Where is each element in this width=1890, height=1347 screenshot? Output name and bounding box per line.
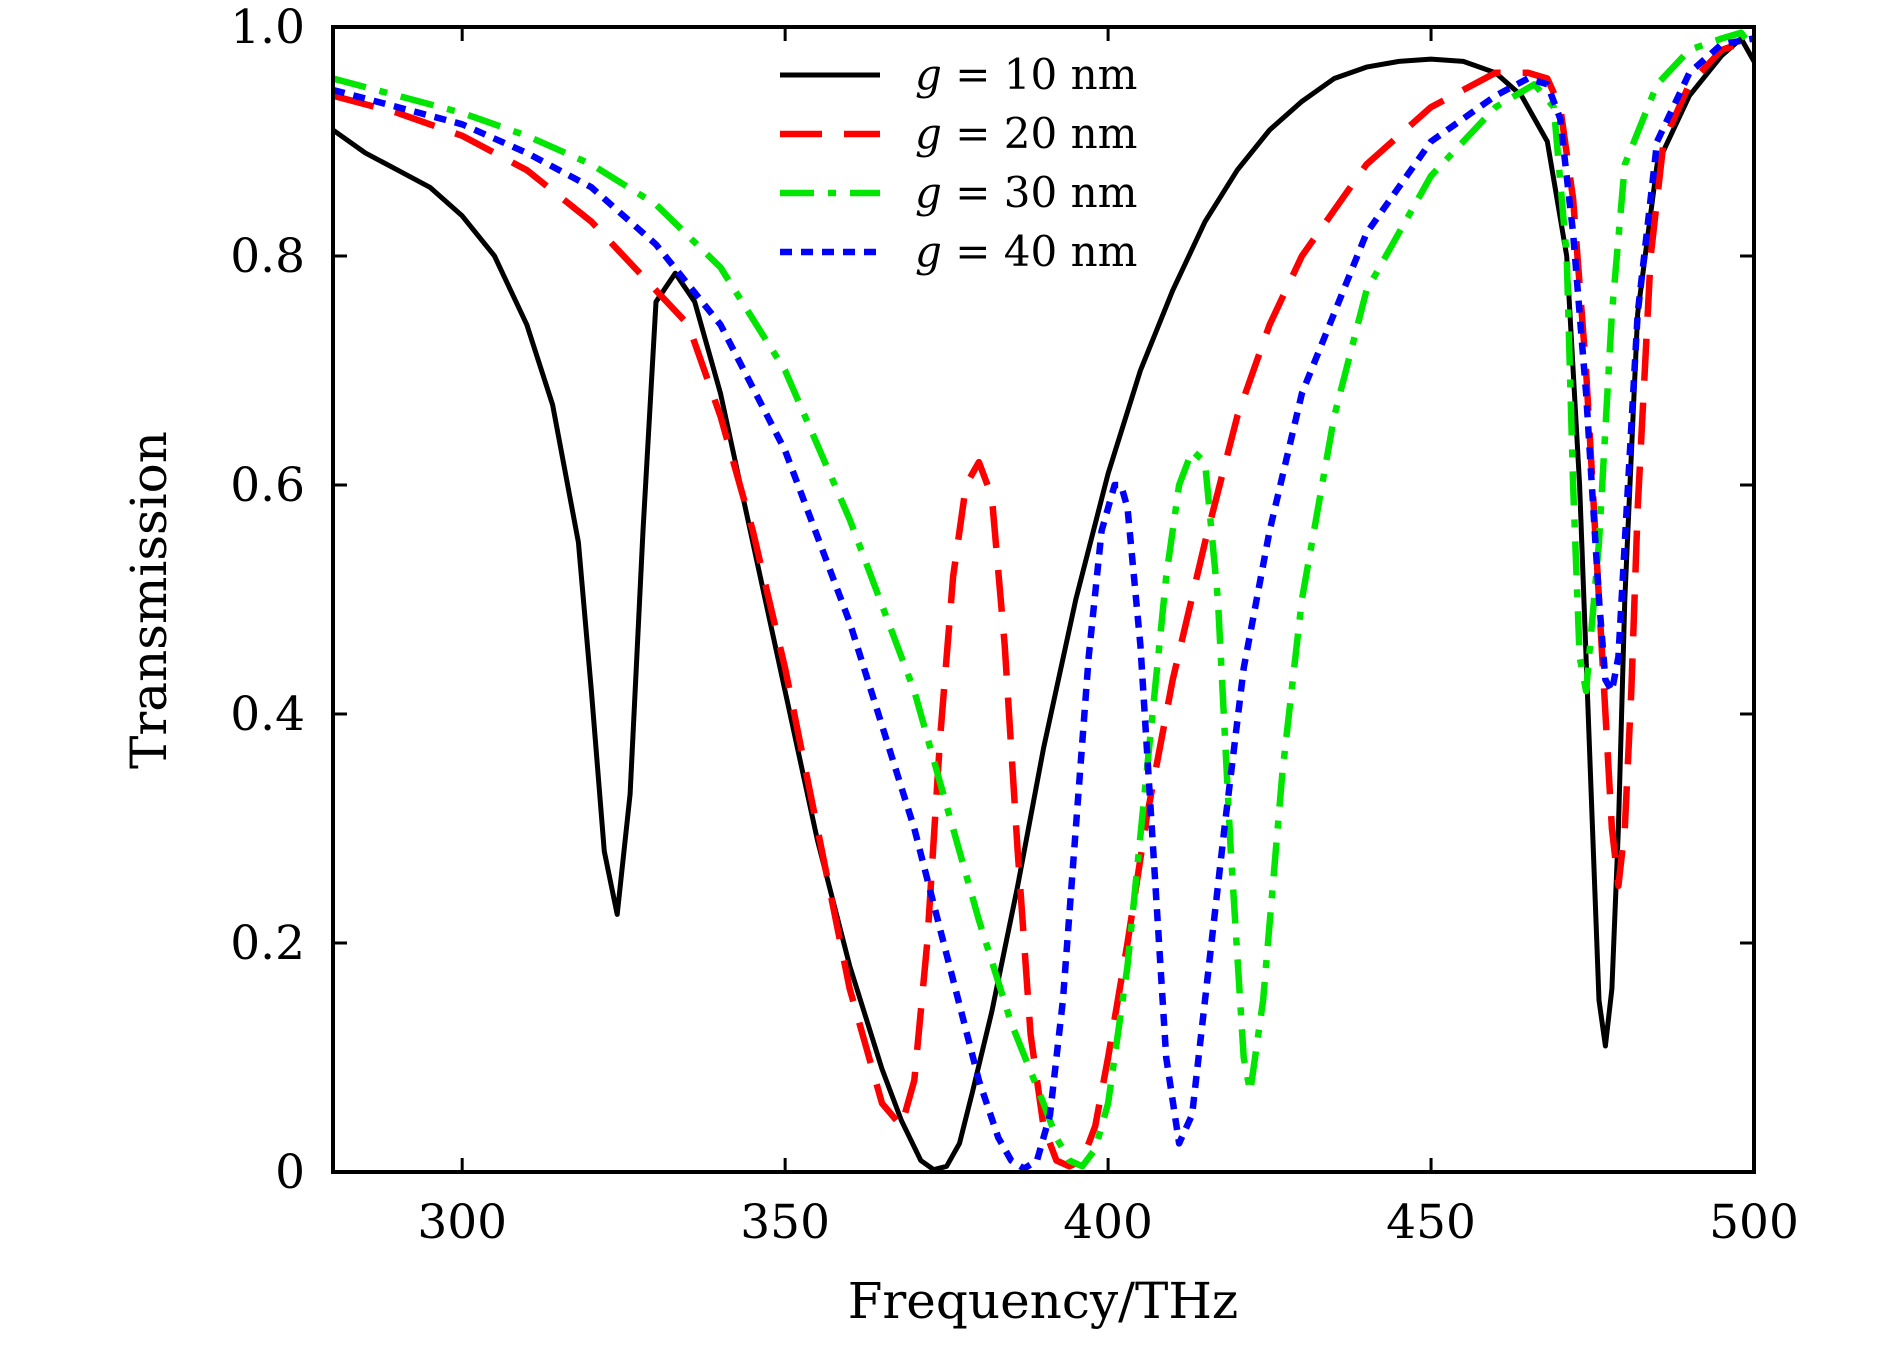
series-line-3	[332, 29, 1757, 1170]
series-line-2	[332, 35, 1756, 1170]
plot-lines	[331, 29, 1757, 1173]
x-tick-label: 500	[1709, 1195, 1799, 1250]
y-tick-label: 0.2	[230, 916, 305, 971]
legend: g = 10 nm g = 20 nm g = 30 nm g = 40 nm	[780, 50, 1137, 276]
x-tick-label: 400	[1063, 1195, 1153, 1250]
plot-frame	[331, 25, 1756, 1174]
y-tick-label: 0	[275, 1145, 305, 1200]
y-tick-label: 0.6	[230, 458, 305, 513]
x-tick-label: 300	[417, 1195, 507, 1250]
y-tick-label: 1.0	[230, 0, 305, 55]
legend-label-1: g = 10 nm	[915, 50, 1137, 99]
y-axis-label: Transmission	[120, 431, 178, 769]
x-tick-label: 450	[1386, 1195, 1476, 1250]
legend-label-2: g = 20 nm	[915, 109, 1137, 158]
y-tick-label: 0.4	[230, 687, 305, 742]
series-line-1	[331, 36, 1757, 1173]
series-line-4	[332, 35, 1755, 1172]
y-tick-label: 0.8	[230, 229, 305, 284]
x-tick-label: 350	[740, 1195, 830, 1250]
x-axis-ticks: 300 350 400 450 500	[417, 27, 1799, 1250]
x-axis-label: Frequency/THz	[848, 1272, 1239, 1330]
legend-label-4: g = 40 nm	[915, 227, 1137, 276]
legend-label-3: g = 30 nm	[915, 168, 1137, 217]
y-axis-ticks: 0 0.2 0.4 0.6 0.8 1.0	[230, 0, 1754, 1200]
